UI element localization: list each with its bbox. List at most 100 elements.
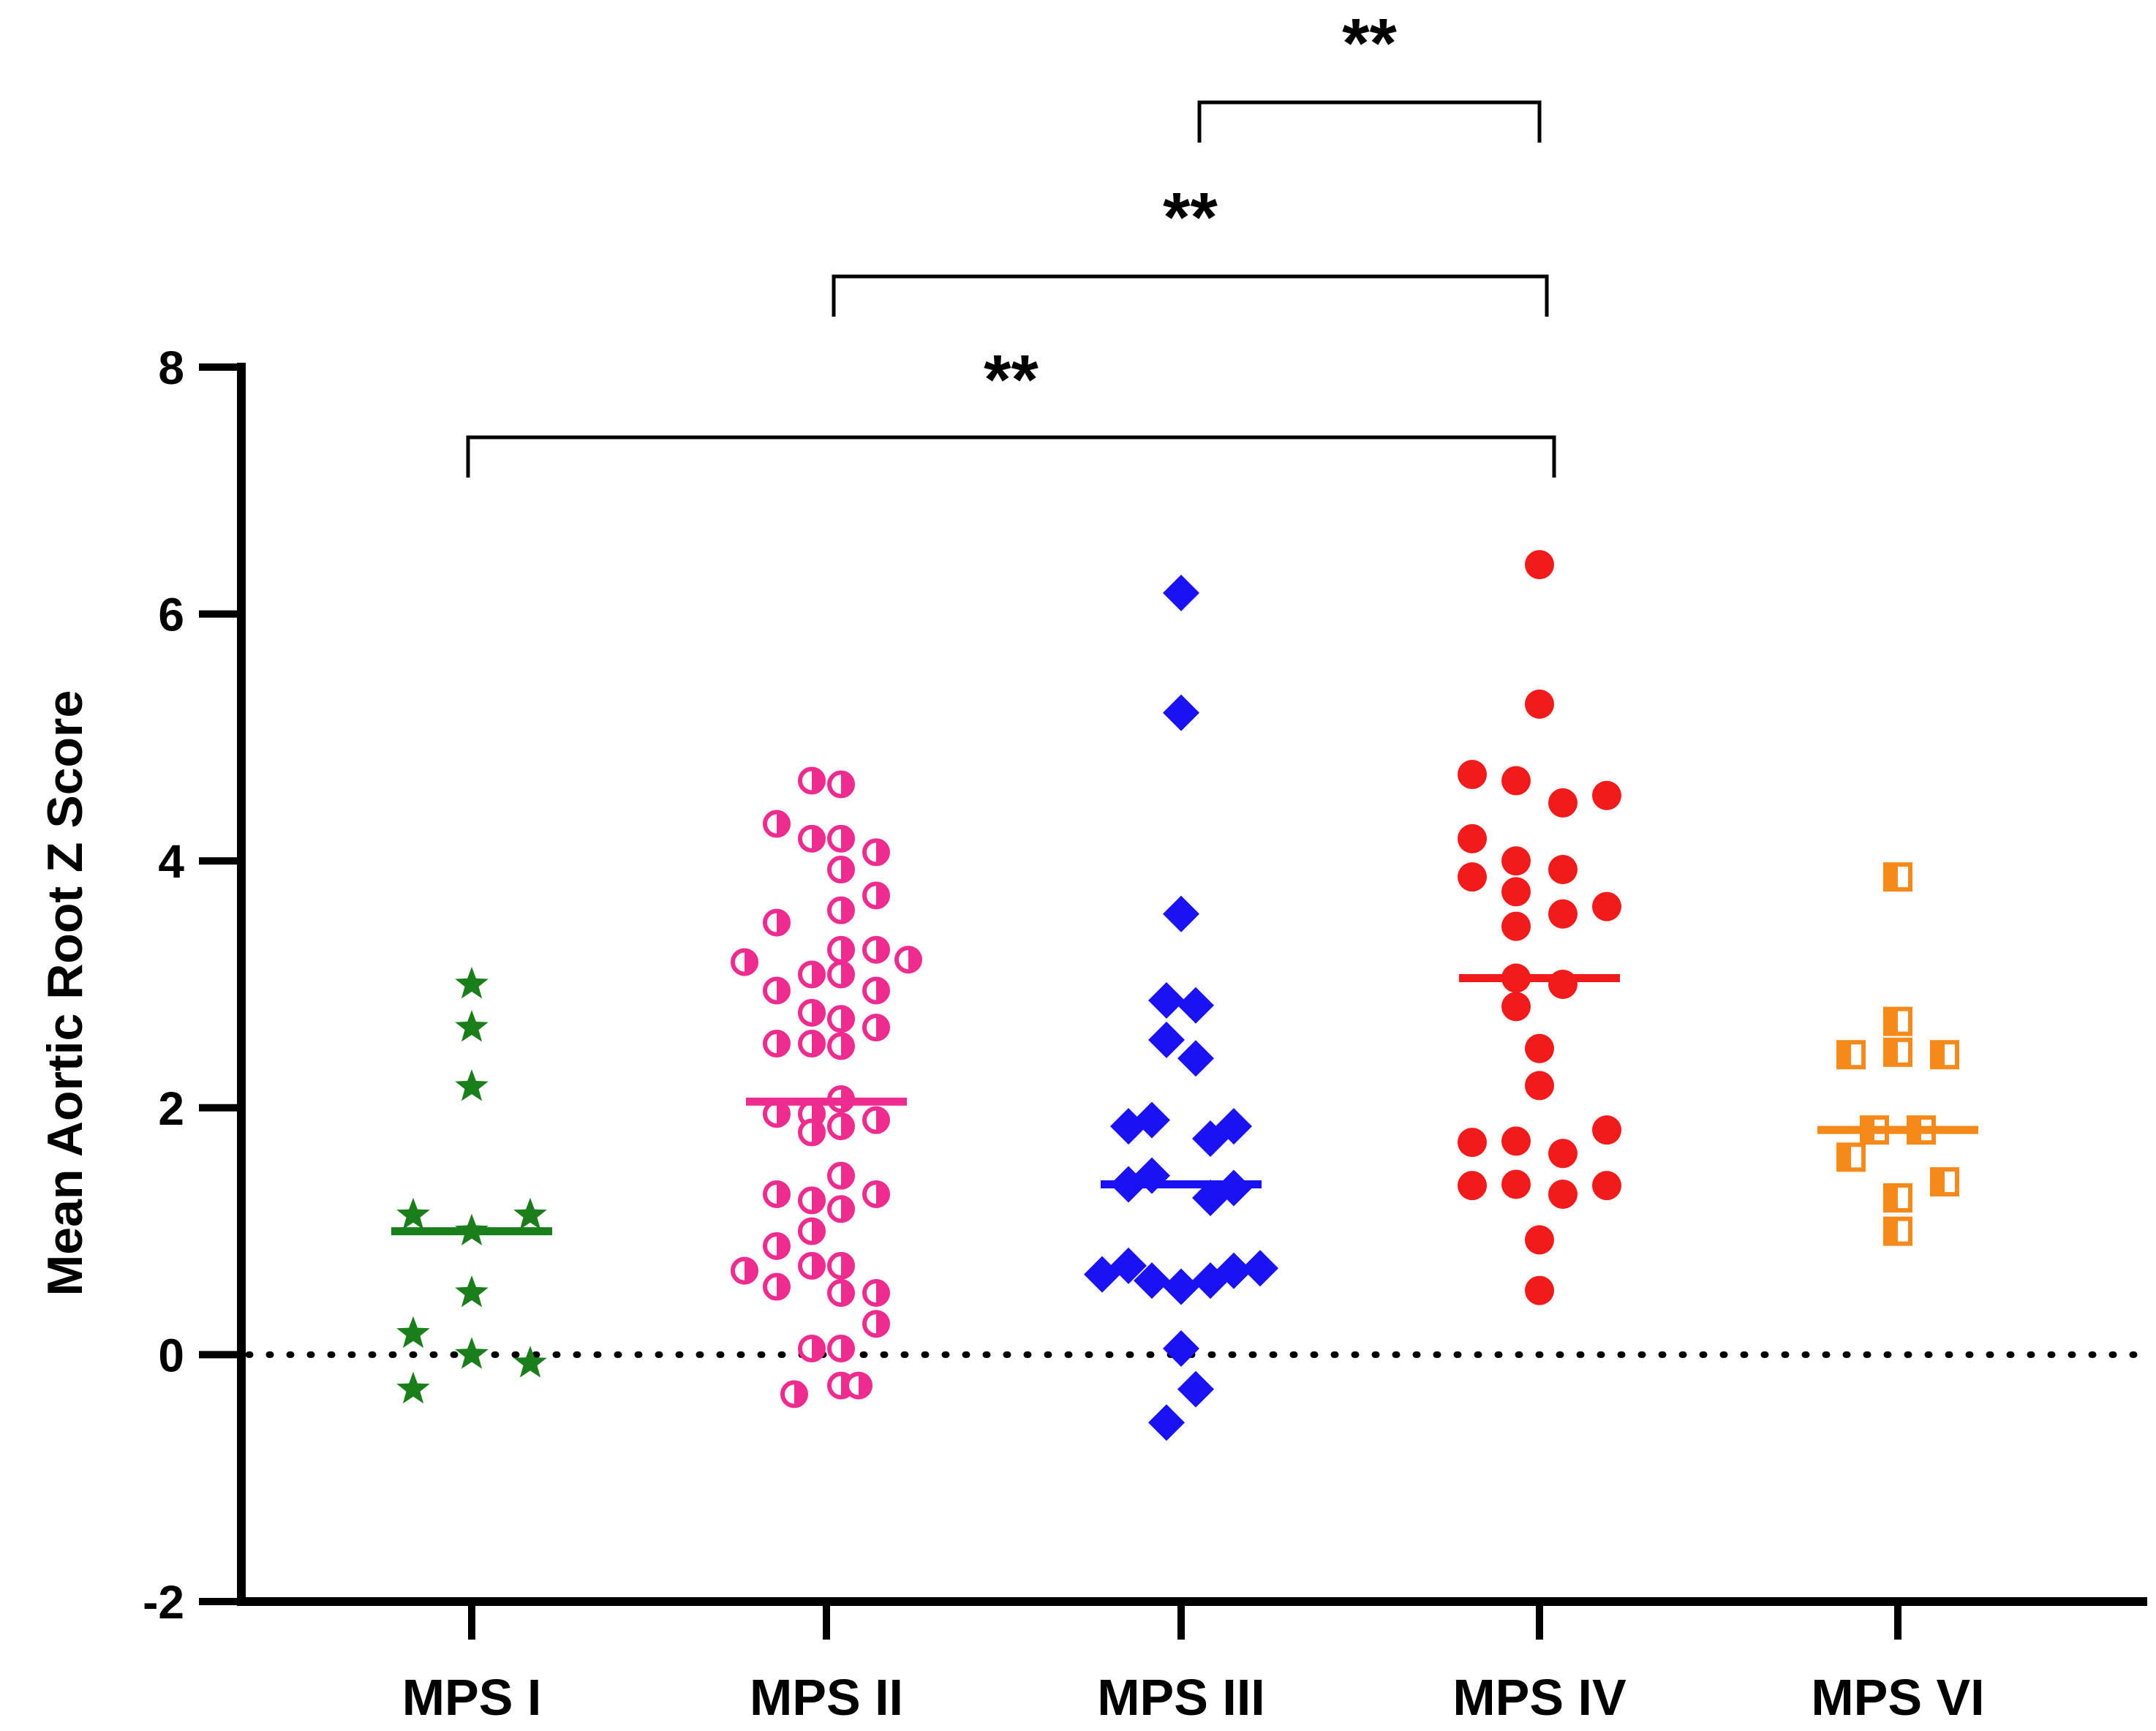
half-circle-fill — [841, 938, 853, 962]
data-point — [798, 1334, 826, 1362]
data-point — [1501, 1169, 1531, 1199]
data-point — [1836, 1142, 1866, 1172]
data-point — [827, 1334, 855, 1362]
half-circle-fill — [876, 938, 888, 962]
circle-marker — [1501, 766, 1531, 796]
data-point — [1883, 862, 1912, 892]
data-point — [827, 935, 855, 964]
data-point — [862, 1106, 890, 1134]
diamond-marker — [1163, 574, 1199, 611]
half-square-fill — [1839, 1144, 1851, 1170]
circle-marker — [1592, 1115, 1621, 1145]
data-point — [862, 1310, 890, 1338]
half-circle-fill — [841, 1336, 853, 1360]
data-point — [1548, 1139, 1578, 1169]
half-circle-fill — [841, 1007, 853, 1031]
data-point — [1458, 823, 1487, 853]
data-point — [1148, 1021, 1185, 1058]
star-marker — [455, 1069, 489, 1101]
y-tick-label: 2 — [158, 1082, 184, 1135]
data-point — [845, 1371, 872, 1400]
data-point — [1501, 992, 1531, 1022]
data-point — [1525, 1033, 1554, 1063]
half-circle-fill — [745, 1259, 756, 1283]
diamond-marker — [1134, 1101, 1170, 1139]
data-point — [827, 856, 855, 884]
data-point — [862, 1180, 890, 1208]
circle-marker — [1458, 760, 1487, 790]
circle-marker — [1501, 1126, 1531, 1156]
half-circle-fill — [777, 1234, 788, 1258]
half-square-fill — [1885, 1185, 1898, 1211]
diamond-marker — [1148, 1021, 1185, 1058]
data-point — [1883, 1006, 1912, 1036]
star-marker — [513, 1346, 547, 1378]
data-point — [1177, 987, 1214, 1024]
series-mps-i — [396, 967, 547, 1404]
data-point — [862, 881, 890, 910]
half-circle-fill — [812, 1219, 823, 1243]
half-circle-fill — [841, 1034, 853, 1058]
data-point — [827, 896, 855, 924]
circle-marker — [1501, 992, 1531, 1022]
data-point — [798, 1118, 826, 1147]
data-point — [763, 976, 791, 1005]
data-point — [1548, 855, 1578, 885]
circle-marker — [1548, 970, 1578, 999]
half-circle-fill — [841, 858, 853, 882]
half-circle-fill — [876, 978, 888, 1003]
half-circle-fill — [841, 1253, 853, 1278]
circle-marker — [1458, 823, 1487, 853]
data-point — [1592, 780, 1621, 810]
data-point — [1525, 689, 1554, 719]
significance-bracket: ** — [1197, 4, 1542, 143]
data-point — [1501, 846, 1531, 876]
data-point — [1163, 694, 1199, 731]
y-tick-label: 8 — [158, 342, 184, 394]
data-point — [1525, 1225, 1554, 1255]
x-tick-label: MPS III — [1097, 1669, 1264, 1726]
data-point — [1548, 788, 1578, 818]
data-point — [862, 976, 890, 1005]
data-point — [1501, 766, 1531, 796]
significance-bracket: ** — [832, 178, 1549, 317]
half-circle-fill — [812, 769, 823, 793]
series-mps-iv — [1458, 550, 1621, 1305]
half-circle-fill — [876, 840, 888, 864]
data-point — [1592, 891, 1621, 921]
x-tick-label: MPS VI — [1811, 1669, 1984, 1726]
data-point — [513, 1346, 547, 1378]
data-point — [798, 1251, 826, 1280]
data-point — [827, 1032, 855, 1060]
circle-marker — [1501, 911, 1531, 941]
half-circle-fill — [777, 910, 788, 935]
data-point — [1548, 1179, 1578, 1209]
data-point — [731, 948, 758, 976]
star-marker — [396, 1197, 430, 1230]
half-square-fill — [1839, 1042, 1851, 1068]
half-circle-fill — [777, 812, 788, 836]
circle-marker — [1548, 788, 1578, 818]
star-marker — [455, 1275, 489, 1308]
x-tick-label: MPS I — [402, 1669, 542, 1726]
data-point — [1883, 1216, 1912, 1246]
half-square-fill — [1885, 1039, 1898, 1065]
half-circle-fill — [812, 1120, 823, 1144]
y-tick-label: 4 — [158, 835, 184, 888]
half-circle-fill — [841, 1164, 853, 1188]
half-circle-fill — [812, 826, 823, 851]
data-point — [1836, 1040, 1866, 1070]
circle-marker — [1501, 846, 1531, 876]
data-point — [1592, 1115, 1621, 1145]
diamond-marker — [1177, 1370, 1214, 1408]
significance-label: ** — [1163, 178, 1218, 257]
data-point — [396, 1197, 430, 1230]
half-circle-fill — [841, 898, 853, 922]
circle-marker — [1525, 1033, 1554, 1063]
data-point — [827, 1161, 855, 1190]
circle-marker — [1501, 1169, 1531, 1199]
data-point — [1177, 1370, 1214, 1408]
data-point — [1548, 970, 1578, 999]
data-point — [1525, 1071, 1554, 1101]
